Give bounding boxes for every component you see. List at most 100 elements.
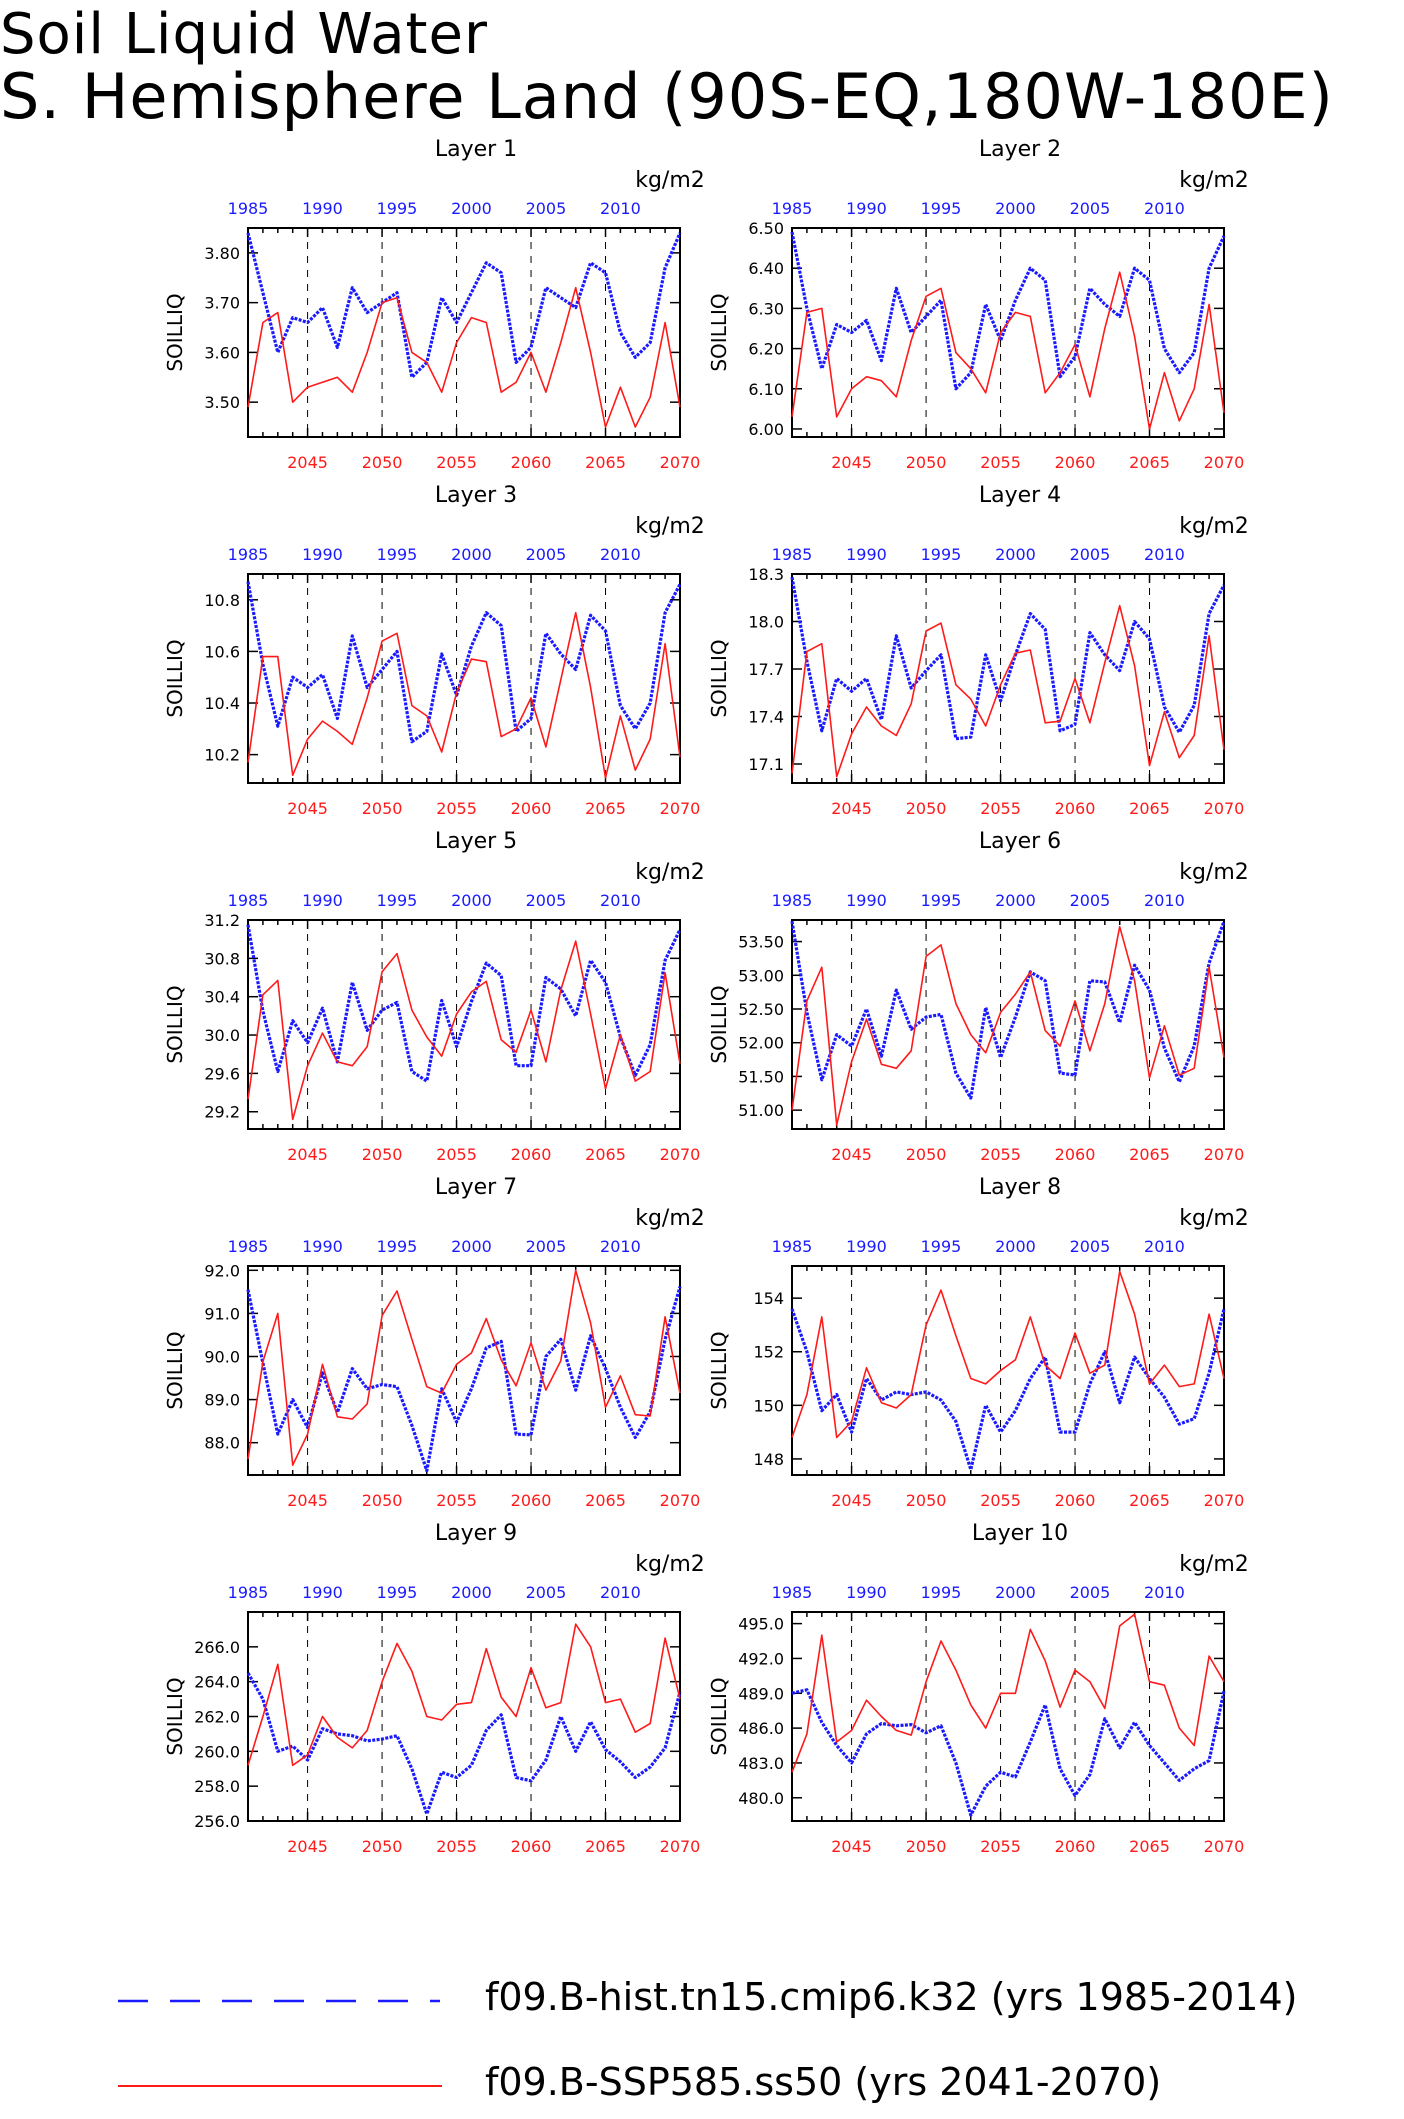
chart3-top-tick-label: 1995 bbox=[377, 545, 418, 564]
chart2-top-tick-label: 2010 bbox=[1144, 199, 1185, 218]
chart9-title: Layer 9 bbox=[435, 1521, 517, 1546]
chart9-y-tick-label: 260.0 bbox=[194, 1742, 240, 1761]
chart3-top-tick-label: 1990 bbox=[302, 545, 343, 564]
chart9-bottom-tick-label: 2045 bbox=[287, 1837, 328, 1856]
chart7-y-tick-label: 92.0 bbox=[204, 1261, 240, 1280]
chart9-bottom-tick-label: 2055 bbox=[436, 1837, 477, 1856]
chart3-bottom-tick-label: 2070 bbox=[660, 799, 701, 818]
chart3-frame bbox=[247, 573, 681, 784]
chart5-bottom-tick-label: 2060 bbox=[511, 1145, 552, 1164]
chart6-bottom-tick-label: 2045 bbox=[831, 1145, 872, 1164]
chart9-y-axis-label: SOILLIQ bbox=[163, 1677, 187, 1755]
chart2-series-hist-line bbox=[790, 231, 1226, 391]
chart10-bottom-tick-label: 2060 bbox=[1055, 1837, 1096, 1856]
chart5-series-hist-line bbox=[246, 924, 682, 1083]
chart5-y-tick-label: 30.0 bbox=[204, 1026, 240, 1045]
chart5-top-tick-label: 2000 bbox=[451, 891, 492, 910]
chart8-series-hist-line bbox=[790, 1308, 1226, 1472]
chart9-y-tick-label: 262.0 bbox=[194, 1708, 240, 1727]
chart4-top-tick-label: 1990 bbox=[846, 545, 887, 564]
chart1-bottom-tick-label: 2045 bbox=[287, 453, 328, 472]
chart3-y-tick-label: 10.2 bbox=[204, 746, 240, 765]
chart1-series-hist-line bbox=[246, 232, 682, 379]
chart2-top-tick-label: 1995 bbox=[921, 199, 962, 218]
legend: f09.B-hist.tn15.cmip6.k32 (yrs 1985-2014… bbox=[0, 1940, 1404, 2119]
chart10-top-tick-label: 2010 bbox=[1144, 1583, 1185, 1602]
chart4-y-axis-label: SOILLIQ bbox=[707, 639, 731, 717]
chart3-y-tick-label: 10.4 bbox=[204, 694, 240, 713]
chart4-y-tick-label: 17.4 bbox=[748, 708, 784, 727]
chart4-bottom-tick-label: 2045 bbox=[831, 799, 872, 818]
chart6-frame bbox=[791, 919, 1225, 1130]
chart8-bottom-tick-label: 2060 bbox=[1055, 1491, 1096, 1510]
chart2-series-ssp-line bbox=[791, 271, 1225, 430]
chart5-top-tick-label: 1985 bbox=[228, 891, 269, 910]
legend-swatch-hist bbox=[118, 1999, 440, 2003]
chart5-bottom-tick-label: 2065 bbox=[585, 1145, 626, 1164]
chart6-y-axis-label: SOILLIQ bbox=[707, 985, 731, 1063]
chart6-bottom-tick-label: 2065 bbox=[1129, 1145, 1170, 1164]
chart4-series-ssp-line bbox=[791, 604, 1225, 778]
chart9-top-tick-label: 2010 bbox=[600, 1583, 641, 1602]
chart4-bottom-tick-label: 2050 bbox=[906, 799, 947, 818]
chart9-y-tick-label: 266.0 bbox=[194, 1638, 240, 1657]
chart3-bottom-tick-label: 2060 bbox=[511, 799, 552, 818]
chart5-series-ssp-line bbox=[247, 940, 681, 1121]
chart6-title: Layer 6 bbox=[979, 829, 1061, 854]
chart6-y-tick-label: 53.00 bbox=[738, 966, 784, 985]
chart10-series-hist-line bbox=[791, 1688, 1226, 1817]
page-title-line1: Soil Liquid Water bbox=[0, 2, 488, 67]
chart4-frame bbox=[791, 573, 1225, 784]
chart6-top-tick-label: 2000 bbox=[995, 891, 1036, 910]
chart5-y-tick-label: 31.2 bbox=[204, 911, 240, 930]
chart6-y-tick-label: 53.50 bbox=[738, 933, 784, 952]
chart2-y-tick-label: 6.20 bbox=[748, 340, 784, 359]
charts-grid: 1985 1990 1995 2000 2005 2010 2045 2050 2055 2060… bbox=[163, 137, 1249, 1856]
chart1-top-tick-label: 1985 bbox=[228, 199, 269, 218]
chart4-y-tick-label: 18.0 bbox=[748, 613, 784, 632]
chart4-y-tick-label: 18.3 bbox=[748, 565, 784, 584]
chart9-top-tick-label: 1985 bbox=[228, 1583, 269, 1602]
chart7-frame bbox=[247, 1265, 681, 1476]
chart3-title: Layer 3 bbox=[435, 483, 517, 508]
chart9-top-tick-label: 2005 bbox=[526, 1583, 567, 1602]
chart4-y-tick-label: 17.1 bbox=[748, 755, 784, 774]
chart6-bottom-tick-label: 2050 bbox=[906, 1145, 947, 1164]
chart10-frame bbox=[791, 1611, 1225, 1822]
chart2-y-axis-label: SOILLIQ bbox=[707, 293, 731, 371]
chart7-y-axis-label: SOILLIQ bbox=[163, 1331, 187, 1409]
chart3-bottom-tick-label: 2055 bbox=[436, 799, 477, 818]
chart6-y-tick-label: 51.50 bbox=[738, 1067, 784, 1086]
chart9-bottom-tick-label: 2050 bbox=[362, 1837, 403, 1856]
chart5-frame bbox=[247, 919, 681, 1130]
chart1-y-axis-label: SOILLIQ bbox=[163, 293, 187, 371]
chart6-top-tick-label: 2010 bbox=[1144, 891, 1185, 910]
chart6-series-hist-line bbox=[790, 920, 1226, 1100]
chart1-y-tick-label: 3.80 bbox=[204, 244, 240, 263]
chart2-top-tick-label: 1990 bbox=[846, 199, 887, 218]
chart8-bottom-tick-label: 2045 bbox=[831, 1491, 872, 1510]
chart3-series-ssp-line bbox=[247, 611, 681, 779]
chart8-top-tick-label: 1990 bbox=[846, 1237, 887, 1256]
chart7-y-tick-label: 89.0 bbox=[204, 1391, 240, 1410]
chart10-title: Layer 10 bbox=[972, 1521, 1068, 1546]
chart6-top-tick-label: 1990 bbox=[846, 891, 887, 910]
chart1-top-tick-label: 1990 bbox=[302, 199, 343, 218]
chart8-title: Layer 8 bbox=[979, 1175, 1061, 1200]
chart2-y-tick-label: 6.40 bbox=[748, 259, 784, 278]
chart2-y-tick-label: 6.10 bbox=[748, 380, 784, 399]
chart1-y-tick-label: 3.50 bbox=[204, 393, 240, 412]
chart4-units-label: kg/m2 bbox=[1179, 514, 1249, 539]
chart5-top-tick-label: 2010 bbox=[600, 891, 641, 910]
chart4-title: Layer 4 bbox=[979, 483, 1061, 508]
chart8-y-tick-label: 150 bbox=[753, 1396, 784, 1415]
chart8-y-axis-label: SOILLIQ bbox=[707, 1331, 731, 1409]
chart8-top-tick-label: 2000 bbox=[995, 1237, 1036, 1256]
chart8-top-tick-label: 1985 bbox=[772, 1237, 813, 1256]
chart3-top-tick-label: 2005 bbox=[526, 545, 567, 564]
chart9-bottom-tick-label: 2065 bbox=[585, 1837, 626, 1856]
chart8-top-tick-label: 2010 bbox=[1144, 1237, 1185, 1256]
chart5-bottom-tick-label: 2055 bbox=[436, 1145, 477, 1164]
chart8-top-tick-label: 1995 bbox=[921, 1237, 962, 1256]
chart5-y-tick-label: 30.4 bbox=[204, 988, 240, 1007]
